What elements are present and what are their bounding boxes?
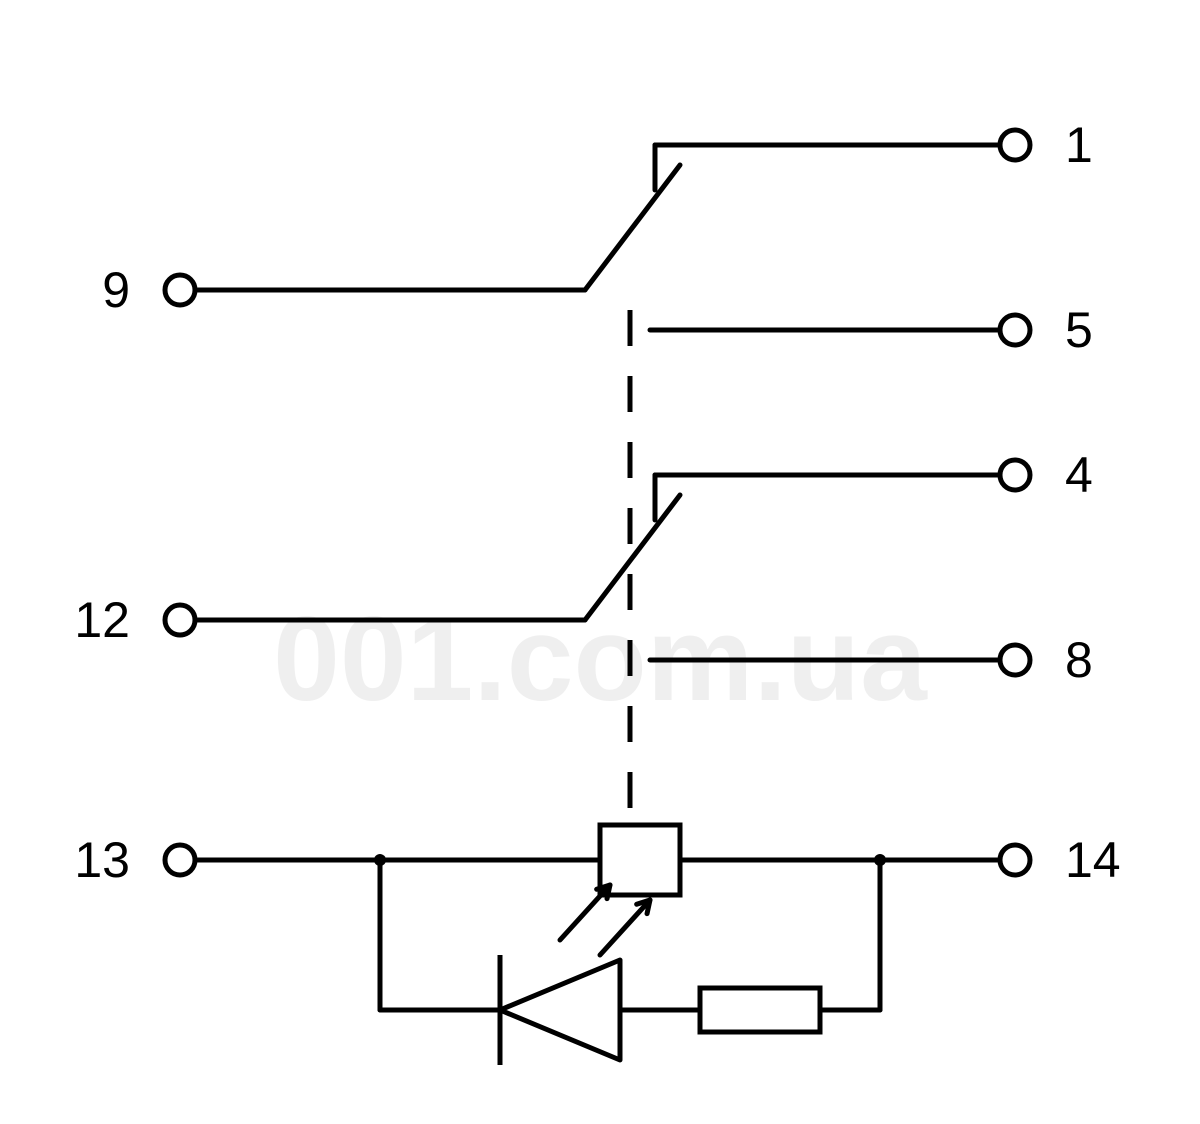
terminal-label-9: 9 — [102, 262, 130, 318]
schematic-stage: 001.com.ua15481491213 — [0, 0, 1200, 1124]
terminal-label-12: 12 — [74, 592, 130, 648]
terminal-8 — [1000, 645, 1030, 675]
terminal-label-1: 1 — [1065, 117, 1093, 173]
junction-dot — [374, 854, 386, 866]
resistor — [700, 988, 820, 1032]
terminal-14 — [1000, 845, 1030, 875]
terminal-1 — [1000, 130, 1030, 160]
junction-dot — [874, 854, 886, 866]
relay-schematic: 001.com.ua15481491213 — [0, 0, 1200, 1124]
terminal-4 — [1000, 460, 1030, 490]
terminal-label-8: 8 — [1065, 632, 1093, 688]
terminal-label-4: 4 — [1065, 447, 1093, 503]
terminal-5 — [1000, 315, 1030, 345]
terminal-12 — [165, 605, 195, 635]
terminal-label-5: 5 — [1065, 302, 1093, 358]
terminal-13 — [165, 845, 195, 875]
terminal-label-14: 14 — [1065, 832, 1121, 888]
terminal-9 — [165, 275, 195, 305]
terminal-label-13: 13 — [74, 832, 130, 888]
